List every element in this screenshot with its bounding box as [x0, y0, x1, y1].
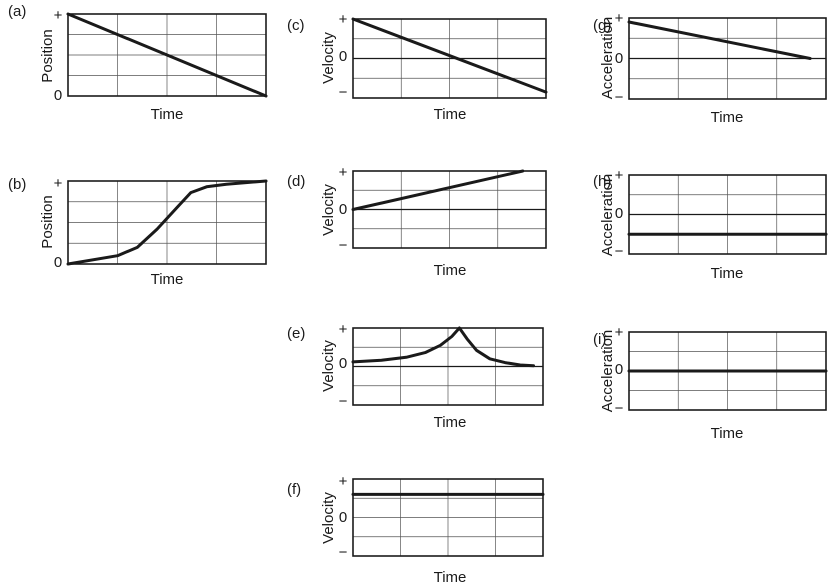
panel-label: (a) — [8, 3, 26, 20]
y-tick-label: − — [339, 544, 348, 561]
panel-label: (i) — [593, 331, 606, 348]
plot-frame — [352, 18, 547, 99]
plot-frame — [352, 327, 544, 406]
panel-e: (e) Velocity+0 − Time — [287, 321, 544, 431]
y-tick-label: 0 — [615, 361, 623, 378]
y-tick-label: + — [54, 7, 63, 24]
series-line — [351, 326, 535, 368]
y-axis-title: Velocity — [320, 340, 337, 392]
panel-d: (d) Velocity+0 − Time — [287, 164, 547, 279]
x-axis-title: Time — [434, 106, 467, 123]
y-tick-label: 0 — [339, 509, 347, 526]
panel-label: (b) — [8, 176, 26, 193]
y-tick-label: + — [615, 10, 624, 27]
y-tick-label: − — [615, 89, 624, 106]
series-line — [351, 169, 525, 211]
y-axis-title: Position — [39, 195, 56, 248]
x-axis-title: Time — [151, 271, 184, 288]
panel-label: (d) — [287, 173, 305, 190]
y-axis-title: Velocity — [320, 184, 337, 236]
panel-a: (a) Position +0 Time — [8, 3, 268, 123]
y-axis-title: Acceleration — [599, 17, 616, 100]
x-axis-title: Time — [434, 414, 467, 431]
panel-label: (g) — [593, 17, 611, 34]
y-tick-label: 0 — [54, 87, 62, 104]
x-axis-title: Time — [434, 569, 467, 586]
panel-h: (h)Acceleration+0 − Time — [593, 167, 828, 282]
y-tick-label: − — [615, 400, 624, 417]
plot-frame — [628, 17, 827, 100]
y-tick-label: + — [615, 167, 624, 184]
y-tick-label: − — [615, 243, 624, 260]
plot-frame — [67, 180, 267, 265]
x-axis-title: Time — [711, 425, 744, 442]
y-tick-label: + — [54, 175, 63, 192]
series-line — [627, 20, 812, 60]
x-axis-title: Time — [711, 109, 744, 126]
plot-frame — [352, 478, 544, 557]
y-tick-label: + — [615, 324, 624, 341]
y-tick-label: 0 — [339, 201, 347, 218]
y-axis-title: Velocity — [320, 32, 337, 84]
y-tick-label: 0 — [615, 205, 623, 222]
x-axis-title: Time — [711, 265, 744, 282]
y-tick-label: + — [339, 473, 348, 490]
plot-frame — [67, 13, 267, 97]
y-tick-label: 0 — [339, 48, 347, 65]
panel-b: (b) Position +0 Time — [8, 175, 268, 288]
y-tick-label: + — [339, 11, 348, 28]
y-axis-title: Position — [39, 29, 56, 82]
panel-i: (i)Acceleration+0 − Time — [593, 324, 828, 442]
y-tick-label: 0 — [339, 355, 347, 372]
y-axis-title: Acceleration — [599, 174, 616, 257]
y-tick-label: + — [339, 321, 348, 338]
panel-f: (f) Velocity+0 − Time — [287, 473, 545, 586]
panel-label: (c) — [287, 17, 305, 34]
panel-label: (h) — [593, 173, 611, 190]
x-axis-title: Time — [151, 106, 184, 123]
x-axis-title: Time — [434, 262, 467, 279]
y-tick-label: + — [339, 164, 348, 181]
plot-frame — [628, 174, 827, 255]
series-line — [351, 17, 548, 94]
panel-label: (f) — [287, 481, 301, 498]
y-tick-label: 0 — [54, 254, 62, 271]
y-axis-title: Velocity — [320, 492, 337, 544]
y-tick-label: − — [339, 393, 348, 410]
panel-c: (c) Velocity+0 − Time — [287, 11, 548, 123]
y-axis-title: Acceleration — [599, 330, 616, 413]
panel-g: (g)Acceleration+0 − Time — [593, 10, 827, 126]
series-line — [66, 179, 268, 266]
y-tick-label: 0 — [615, 50, 623, 67]
y-tick-label: − — [339, 237, 348, 254]
series-line — [66, 12, 268, 98]
y-tick-label: − — [339, 84, 348, 101]
panel-label: (e) — [287, 325, 305, 342]
